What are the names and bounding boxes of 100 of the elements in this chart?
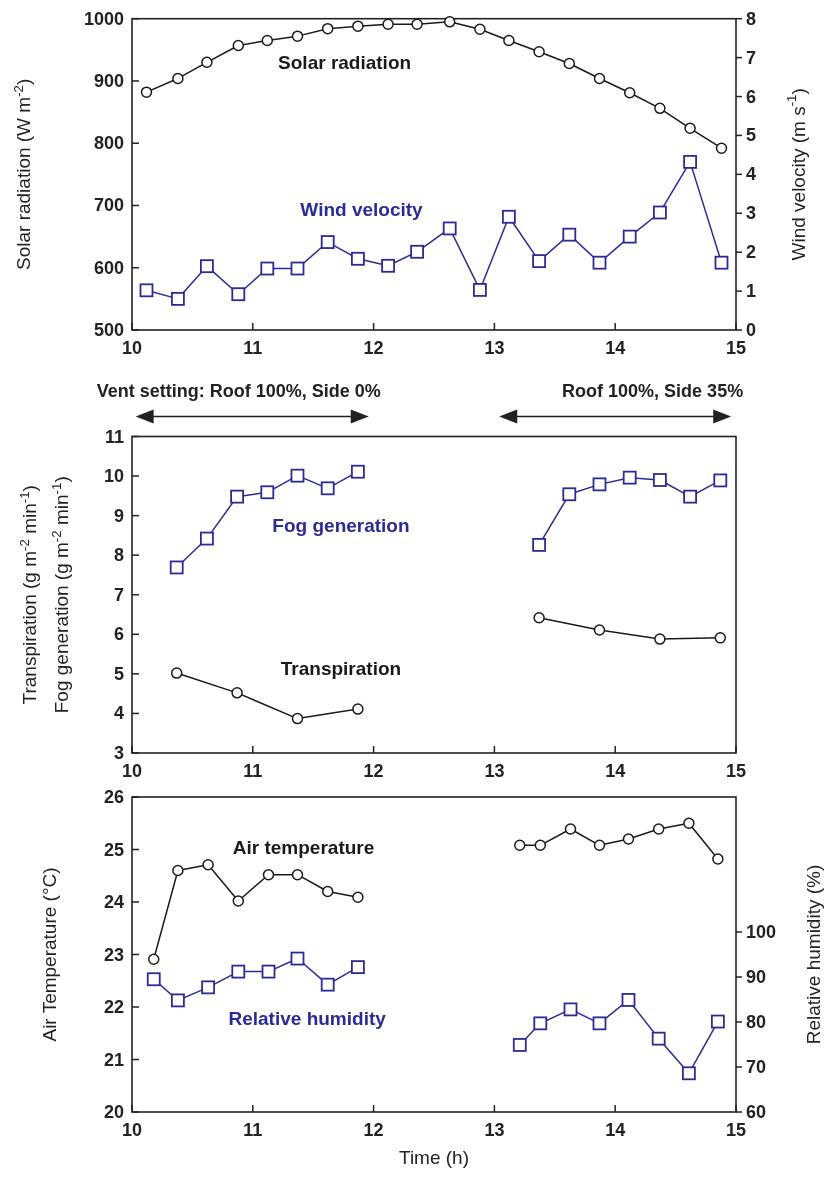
y-tick-label: 3 (113, 743, 124, 763)
point (532, 538, 546, 552)
x-tick-label: 13 (484, 761, 505, 781)
y-tick-label: 600 (93, 257, 124, 278)
y2-tick-label: 5 (746, 125, 757, 146)
point (200, 259, 214, 274)
y2-tick-label: 60 (746, 1102, 767, 1122)
point (715, 142, 728, 154)
point (352, 20, 364, 32)
point (533, 1016, 548, 1031)
point (411, 18, 423, 31)
y2-tick-label: 70 (746, 1057, 767, 1077)
y2-tick-label: 80 (746, 1012, 767, 1032)
x-tick-label: 11 (243, 761, 263, 781)
x-tick-label: 12 (363, 1120, 384, 1140)
x-axis-title: Time (h) (398, 1147, 470, 1168)
point (320, 235, 335, 249)
point (654, 633, 666, 645)
point (621, 993, 636, 1007)
point (592, 1016, 607, 1031)
x-tick-label: 14 (605, 761, 626, 781)
y2-tick-label: 0 (746, 320, 757, 340)
y2-tick-label: 7 (746, 47, 757, 68)
y-tick-label: 11 (104, 426, 124, 447)
point (352, 891, 364, 904)
y-tick-label: 8 (113, 545, 124, 566)
y-tick-label: 22 (103, 997, 124, 1017)
point (200, 531, 214, 546)
point (684, 122, 696, 135)
point (514, 839, 526, 852)
x-tick-label: 15 (725, 1120, 747, 1140)
point (622, 229, 637, 244)
y-tick-label: 20 (103, 1102, 124, 1122)
point (170, 667, 183, 679)
point (290, 468, 305, 483)
x-tick-label: 13 (484, 1120, 505, 1140)
y-tick-label: 10 (103, 466, 124, 487)
point (202, 858, 214, 871)
point (231, 287, 246, 302)
point (260, 485, 275, 500)
point (653, 205, 667, 220)
point (503, 34, 515, 47)
point (382, 18, 394, 31)
point (714, 632, 727, 644)
point (201, 980, 215, 995)
y-tick-label: 7 (113, 584, 124, 605)
y-tick-label: 500 (93, 320, 124, 340)
y2-tick-label: 100 (746, 922, 777, 942)
point (320, 977, 335, 992)
point (532, 254, 546, 269)
series-label: Relative humidity (228, 1007, 387, 1029)
x-tick-label: 13 (484, 338, 505, 358)
point (651, 1031, 666, 1046)
text: Roof 100%, Side 35% (562, 380, 744, 401)
point (232, 895, 245, 907)
point (232, 39, 245, 52)
series-label: Air temperature (232, 837, 375, 859)
point (231, 687, 243, 699)
x-tick-label: 14 (605, 338, 626, 358)
point (474, 23, 486, 36)
point (290, 261, 305, 276)
point (593, 624, 606, 636)
point (512, 1038, 527, 1052)
point (351, 464, 365, 479)
point (564, 823, 577, 835)
y-tick-label: 26 (103, 787, 124, 807)
point (592, 255, 607, 270)
point (683, 489, 697, 504)
y-tick-label: 21 (103, 1049, 124, 1070)
point (147, 953, 160, 965)
x-tick-label: 11 (243, 1120, 263, 1140)
point (622, 833, 635, 845)
point (321, 885, 334, 898)
point (231, 964, 246, 979)
y-tick-label: 25 (103, 839, 124, 860)
y2-tick-label: 6 (746, 86, 757, 107)
point (713, 473, 728, 488)
point (146, 972, 161, 987)
point (502, 209, 516, 224)
point (593, 839, 606, 852)
point (622, 470, 637, 485)
series-label: Wind velocity (300, 198, 424, 220)
y-tick-label: 4 (113, 703, 124, 724)
point (533, 45, 545, 58)
series-label: Fog generation (272, 515, 410, 537)
point (681, 1066, 696, 1081)
point (473, 283, 487, 297)
point (171, 291, 185, 306)
y2-tick-label: 3 (746, 203, 757, 224)
point (351, 251, 365, 266)
point (321, 22, 334, 35)
x-tick-label: 15 (725, 338, 747, 358)
point (654, 102, 666, 115)
point (562, 487, 577, 502)
point (562, 227, 577, 242)
text: Vent setting: Roof 100%, Side 0% (96, 380, 381, 401)
point (261, 34, 274, 47)
y-tick-label: 700 (93, 195, 124, 216)
point (443, 16, 456, 28)
y2-axis-title: Relative humidity (%) (803, 864, 825, 1045)
